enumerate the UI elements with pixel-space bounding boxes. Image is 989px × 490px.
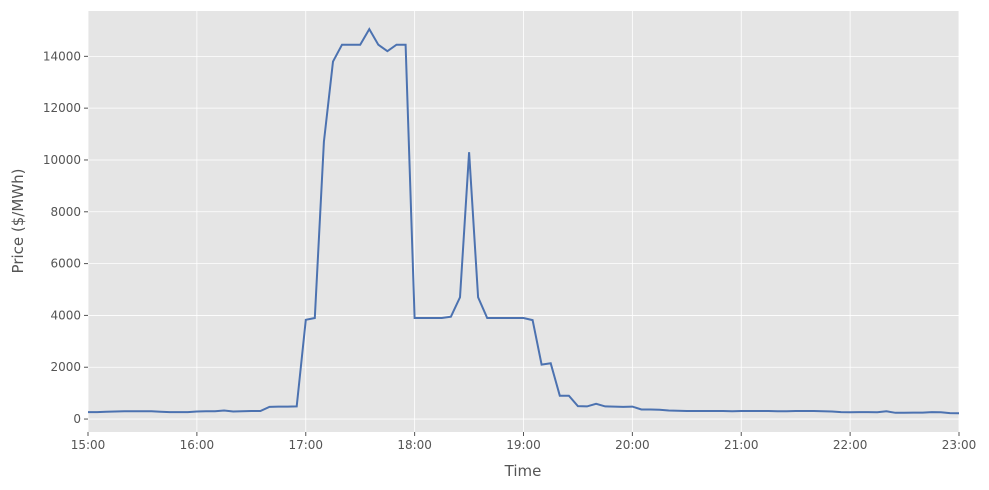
x-tick-label: 15:00	[71, 438, 106, 452]
price-series-line	[88, 27, 960, 415]
y-axis-ticks: 0 2000 4000 6000 8000 10000 12000 14000	[43, 49, 88, 426]
y-tick-label: 6000	[50, 257, 81, 271]
x-axis-label: Time	[504, 462, 542, 480]
y-tick-label: 0	[73, 412, 81, 426]
gridlines	[87, 11, 960, 432]
y-tick-label: 4000	[50, 308, 81, 322]
x-tick-label: 19:00	[506, 438, 541, 452]
y-tick-label: 8000	[50, 205, 81, 219]
x-tick-label: 16:00	[180, 438, 215, 452]
y-axis-label: Price ($/MWh)	[9, 169, 27, 274]
x-tick-label: 22:00	[833, 438, 868, 452]
x-axis-ticks: 15:00 16:00 17:00 18:00 19:00 20:00 21:00 22:00…	[71, 432, 977, 452]
x-tick-label: 20:00	[615, 438, 650, 452]
x-tick-label: 23:00	[942, 438, 977, 452]
x-tick-label: 17:00	[288, 438, 323, 452]
y-tick-label: 10000	[43, 153, 81, 167]
x-tick-label: 21:00	[724, 438, 759, 452]
x-tick-label: 18:00	[397, 438, 432, 452]
y-tick-label: 2000	[50, 360, 81, 374]
y-tick-label: 14000	[43, 49, 81, 63]
y-tick-label: 12000	[43, 101, 81, 115]
